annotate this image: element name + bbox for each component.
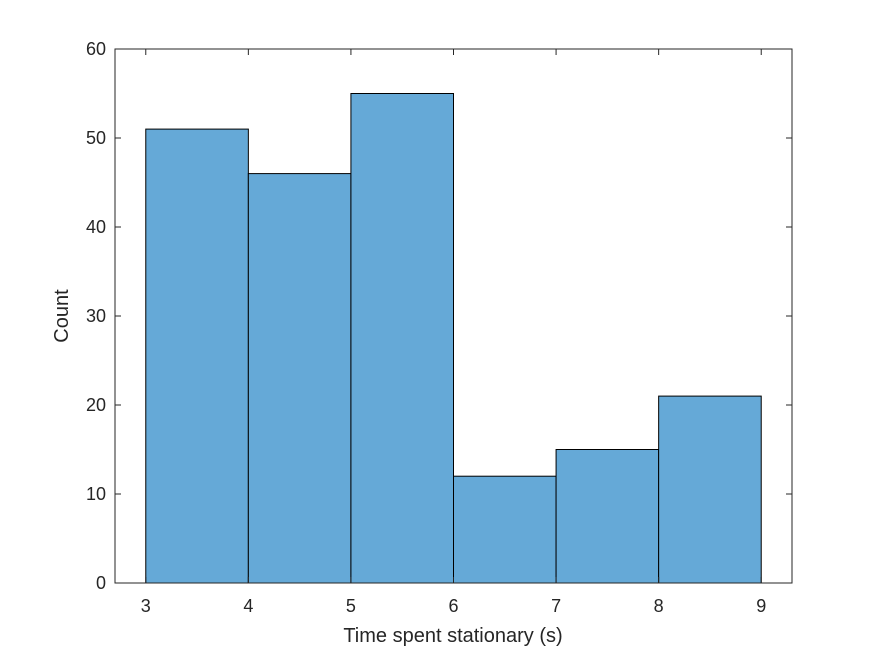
y-tick-label: 60 — [86, 39, 106, 59]
x-tick-label: 9 — [756, 596, 766, 616]
y-axis-label: Count — [51, 289, 73, 343]
x-tick-label: 6 — [448, 596, 458, 616]
y-tick-label: 40 — [86, 217, 106, 237]
histogram-bar-2 — [247, 173, 352, 584]
x-tick-label: 8 — [654, 596, 664, 616]
histogram-bar-4 — [453, 475, 557, 584]
y-axis-ticks: 0 10 20 30 40 50 60 — [86, 39, 792, 593]
y-tick-label: 20 — [86, 395, 106, 415]
bars-group — [145, 93, 762, 584]
histogram-bar-6 — [658, 395, 762, 584]
histogram-bar-3 — [350, 93, 455, 584]
y-tick-label: 50 — [86, 128, 106, 148]
x-tick-label: 3 — [141, 596, 151, 616]
y-tick-label: 30 — [86, 306, 106, 326]
x-tick-label: 7 — [551, 596, 561, 616]
y-tick-label: 0 — [96, 573, 106, 593]
y-tick-label: 10 — [86, 484, 106, 504]
histogram-bar-5 — [555, 449, 660, 584]
x-tick-label: 4 — [243, 596, 253, 616]
x-axis-label: Time spent stationary (s) — [343, 625, 562, 647]
x-tick-label: 5 — [346, 596, 356, 616]
x-axis-ticks: 3 4 5 6 7 8 9 — [141, 49, 766, 616]
histogram-bar-1 — [145, 128, 249, 584]
